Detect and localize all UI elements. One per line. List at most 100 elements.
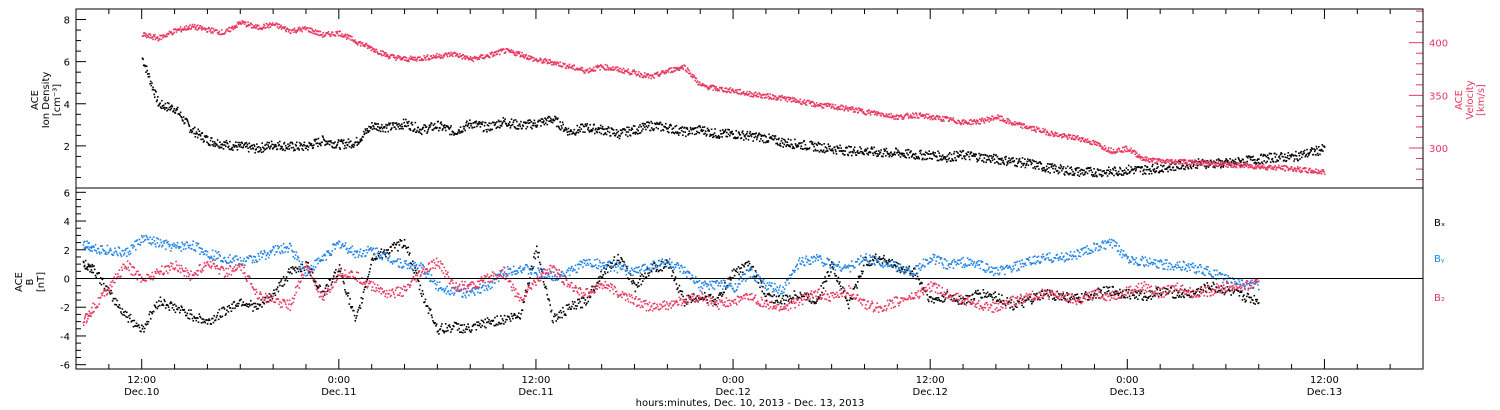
field-bx-point [328, 278, 330, 280]
velocity-point [159, 34, 162, 37]
velocity-point [578, 68, 580, 70]
velocity-point [1010, 121, 1012, 124]
density-point [542, 121, 544, 124]
density-point [367, 131, 370, 133]
density-point [565, 128, 567, 130]
velocity-point [1034, 130, 1037, 132]
velocity-point [869, 114, 872, 116]
velocity-point [175, 31, 178, 33]
density-point [1174, 169, 1177, 171]
density-point [681, 126, 683, 128]
density-point [572, 132, 575, 134]
density-point [526, 121, 528, 124]
density-point [575, 131, 578, 134]
field-bx-point [199, 316, 202, 319]
velocity-point [1188, 160, 1190, 162]
velocity-point [956, 122, 959, 125]
density-point [842, 153, 844, 155]
velocity-point [842, 105, 845, 108]
field-bx-point [170, 302, 173, 304]
velocity-point [629, 73, 631, 76]
field-bx-point [172, 304, 174, 306]
velocity-point [1264, 166, 1266, 168]
field-bx-point [705, 295, 707, 298]
velocity-point [685, 69, 687, 72]
field-bx-point [138, 324, 140, 326]
field-bx-point [426, 305, 429, 308]
density-point [261, 142, 263, 144]
density-point [218, 147, 221, 149]
field-bx-point [537, 256, 539, 258]
density-point [524, 122, 527, 124]
density-point [791, 143, 793, 146]
velocity-point [1213, 162, 1216, 164]
density-point [1263, 160, 1265, 162]
field-bx-point [504, 321, 507, 323]
density-point [1035, 160, 1037, 163]
density-point [529, 119, 532, 122]
density-point [169, 105, 172, 108]
field-bx-point [480, 319, 483, 322]
velocity-point [492, 54, 495, 56]
field-bx-point [486, 317, 489, 319]
density-point [163, 106, 165, 109]
density-point [1075, 169, 1077, 172]
field-bx-point [419, 284, 422, 287]
density-point [755, 132, 757, 134]
velocity-point [254, 24, 257, 26]
velocity-point [277, 23, 279, 26]
velocity-point [400, 59, 402, 61]
field-bx-point [769, 294, 772, 297]
density-point [301, 145, 304, 147]
field-bx-point [644, 272, 646, 275]
velocity-point [1301, 170, 1304, 173]
density-point [357, 141, 359, 143]
velocity-point [820, 103, 823, 105]
velocity-point [1104, 148, 1106, 150]
density-point [384, 131, 387, 133]
density-point [1099, 173, 1101, 176]
density-point [688, 130, 691, 132]
field-bx-point [514, 314, 516, 316]
density-point [166, 109, 168, 112]
velocity-point [415, 60, 418, 62]
field-bx-point [335, 269, 337, 271]
velocity-point [1062, 133, 1064, 135]
velocity-point [1137, 154, 1139, 157]
density-point [1127, 164, 1130, 167]
density-point [742, 132, 745, 135]
field-bx-point [146, 320, 148, 323]
density-point [1204, 165, 1206, 168]
velocity-point [359, 40, 361, 43]
velocity-point [1235, 166, 1238, 169]
density-point [1321, 144, 1324, 146]
velocity-point [626, 69, 628, 72]
field-bx-point [677, 287, 679, 289]
velocity-point [933, 117, 936, 120]
velocity-point [931, 115, 933, 117]
field-bx-point [660, 260, 663, 263]
density-point [870, 146, 873, 148]
density-point [795, 144, 797, 147]
field-bx-point [566, 304, 569, 306]
density-point [1259, 154, 1262, 157]
field-bx-point [704, 292, 706, 294]
density-point [792, 145, 794, 148]
velocity-point [1130, 152, 1133, 154]
field-bx-point [191, 313, 193, 316]
field-bx-point [653, 262, 656, 264]
velocity-point [426, 55, 428, 58]
velocity-point [950, 117, 952, 120]
field-bx-point [776, 299, 778, 302]
density-point [355, 141, 357, 143]
field-bx-point [226, 305, 229, 308]
velocity-point [513, 54, 516, 56]
field-bx-point [195, 319, 198, 322]
density-point [1122, 174, 1125, 176]
density-point [691, 132, 693, 135]
density-point [852, 148, 855, 151]
density-point [428, 124, 431, 127]
velocity-point [236, 21, 239, 24]
velocity-point [1004, 119, 1007, 122]
velocity-point [307, 27, 309, 29]
